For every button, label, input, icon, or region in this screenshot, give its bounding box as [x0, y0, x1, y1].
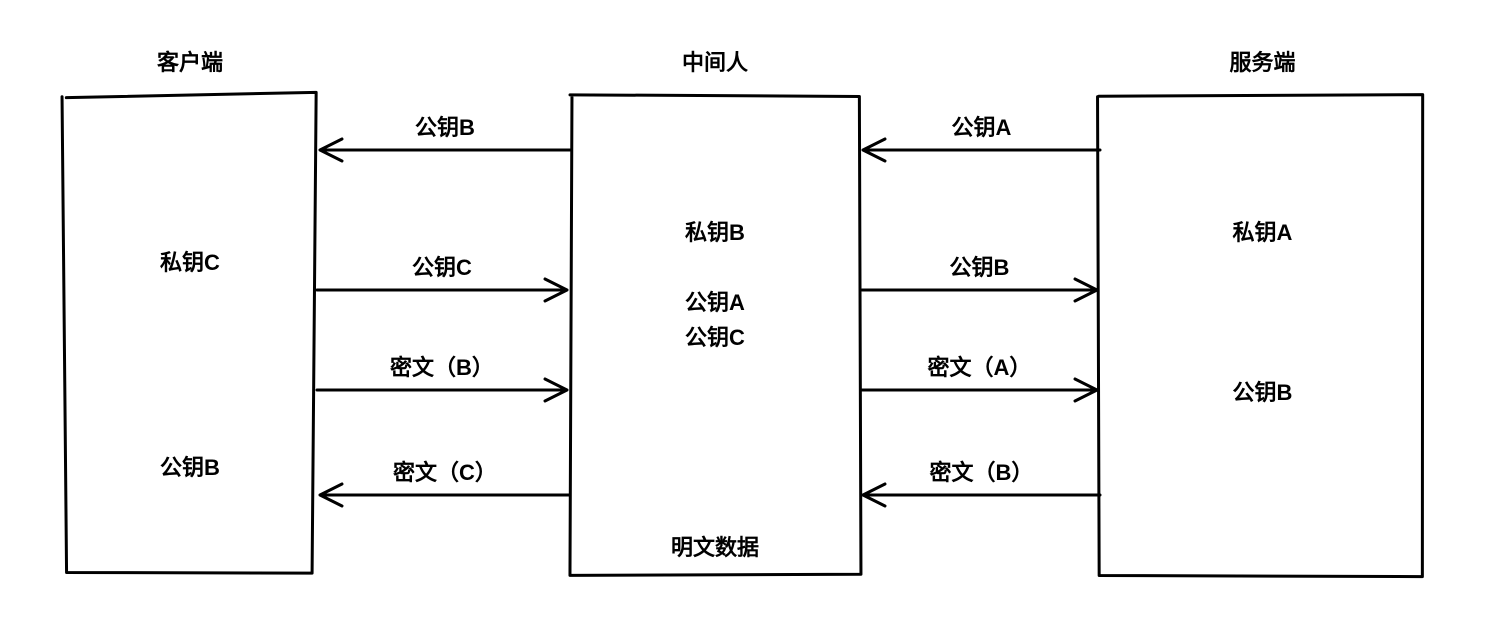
node-title-client: 客户端	[157, 50, 223, 75]
edge-label-e3: 密文（B）	[390, 355, 494, 380]
node-server-line-0: 私钥A	[1233, 220, 1293, 245]
node-mitm: 中间人私钥B 公钥A 公钥C 明文数据	[570, 50, 861, 575]
node-server: 服务端私钥A 公钥B	[1098, 50, 1423, 577]
edge-label-e8: 密文（B）	[930, 460, 1034, 485]
node-title-mitm: 中间人	[682, 50, 748, 75]
edge-e6: 公钥B	[862, 255, 1097, 301]
edge-e5: 公钥A	[863, 115, 1100, 161]
arrow-e8	[863, 484, 1100, 506]
edge-label-e5: 公钥A	[952, 115, 1012, 140]
node-mitm-line-1: 公钥A	[685, 290, 745, 315]
node-server-line-1: 公钥B	[1233, 380, 1293, 405]
node-box-server	[1098, 95, 1423, 577]
edge-e4: 密文（C）	[320, 460, 570, 506]
edge-label-e1: 公钥B	[415, 115, 475, 140]
edge-e2: 公钥C	[317, 255, 567, 301]
edge-label-e2: 公钥C	[412, 255, 472, 280]
edge-e7: 密文（A）	[862, 355, 1097, 401]
arrow-e3	[317, 379, 567, 401]
node-client: 客户端私钥C 公钥B	[62, 50, 316, 573]
edge-label-e7: 密文（A）	[928, 355, 1032, 380]
arrow-e4	[320, 484, 570, 506]
arrow-e5	[863, 139, 1100, 161]
edge-label-e4: 密文（C）	[393, 460, 497, 485]
arrow-e6	[862, 279, 1097, 301]
node-title-server: 服务端	[1229, 50, 1295, 75]
edge-e3: 密文（B）	[317, 355, 567, 401]
node-box-client	[62, 92, 316, 573]
node-mitm-line-0: 私钥B	[685, 220, 745, 245]
arrow-e1	[320, 139, 570, 161]
arrow-e2	[317, 279, 567, 301]
edge-label-e6: 公钥B	[950, 255, 1010, 280]
node-client-line-0: 私钥C	[160, 250, 220, 275]
node-client-line-1: 公钥B	[160, 455, 220, 480]
edge-e1: 公钥B	[320, 115, 570, 161]
edge-e8: 密文（B）	[863, 460, 1100, 506]
arrow-e7	[862, 379, 1097, 401]
node-mitm-line-2: 公钥C	[685, 325, 745, 350]
node-mitm-line-3: 明文数据	[671, 535, 759, 560]
